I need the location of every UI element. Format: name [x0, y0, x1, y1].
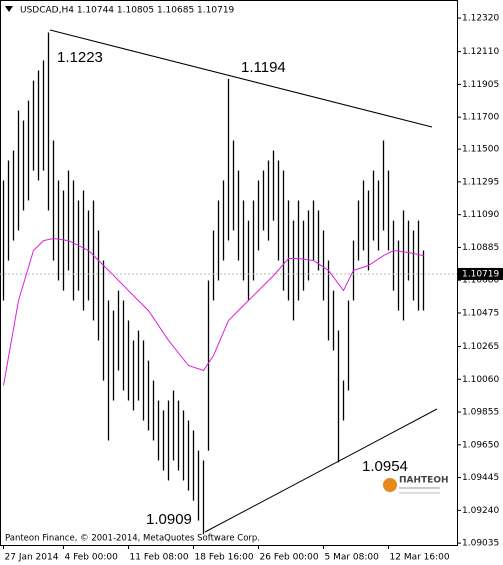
y-tick-label: 1.09240: [462, 506, 499, 516]
y-tick-label: 1.12110: [462, 47, 499, 57]
y-tick-label: 1.11090: [462, 210, 499, 220]
logo-icon: [383, 478, 397, 492]
y-tick-label: 1.11500: [462, 145, 499, 155]
current-price-label: 1.10719: [462, 269, 499, 279]
y-tick-label: 1.10060: [462, 375, 499, 385]
annotation: 1.0909: [146, 511, 192, 528]
y-tick-label: 1.11700: [462, 113, 499, 123]
trend-line: [204, 408, 438, 533]
chart-header: USDCAD,H4 1.10744 1.10805 1.10685 1.1071…: [20, 6, 235, 16]
x-tick-label: 5 Mar 08:00: [325, 553, 380, 563]
y-tick-label: 1.10680: [462, 276, 499, 286]
y-tick-label: 1.09650: [462, 440, 499, 450]
header-icon: [5, 6, 13, 12]
moving-average: [3, 237, 424, 386]
y-tick-label: 1.11295: [462, 177, 499, 187]
y-tick-label: 1.11905: [462, 80, 499, 90]
current-price-box: [458, 267, 503, 280]
annotation: 1.1223: [57, 49, 103, 66]
y-tick-label: 1.10475: [462, 308, 499, 318]
y-tick-label: 1.09035: [462, 539, 499, 549]
y-tick-label: 1.12320: [462, 14, 499, 24]
x-tick-label: 26 Feb 00:00: [260, 553, 319, 563]
footer: Panteon Finance, © 2001-2014, MetaQuotes…: [5, 534, 260, 544]
y-tick-label: 1.09445: [462, 473, 499, 483]
logo: ПАНТЕОН: [399, 476, 449, 486]
y-tick-label: 1.10885: [462, 243, 499, 253]
annotation: 1.0954: [362, 458, 408, 475]
y-tick-label: 1.10265: [462, 342, 499, 352]
x-tick-label: 12 Mar 16:00: [390, 553, 450, 563]
x-tick-label: 18 Feb 16:00: [195, 553, 254, 563]
x-tick-label: 27 Jan 2014: [5, 553, 59, 563]
x-tick-label: 4 Feb 00:00: [65, 553, 119, 563]
y-tick-label: 1.09855: [462, 408, 499, 418]
trend-line: [49, 29, 433, 128]
annotation: 1.1194: [241, 59, 286, 76]
x-tick-label: 11 Feb 08:00: [130, 553, 189, 563]
